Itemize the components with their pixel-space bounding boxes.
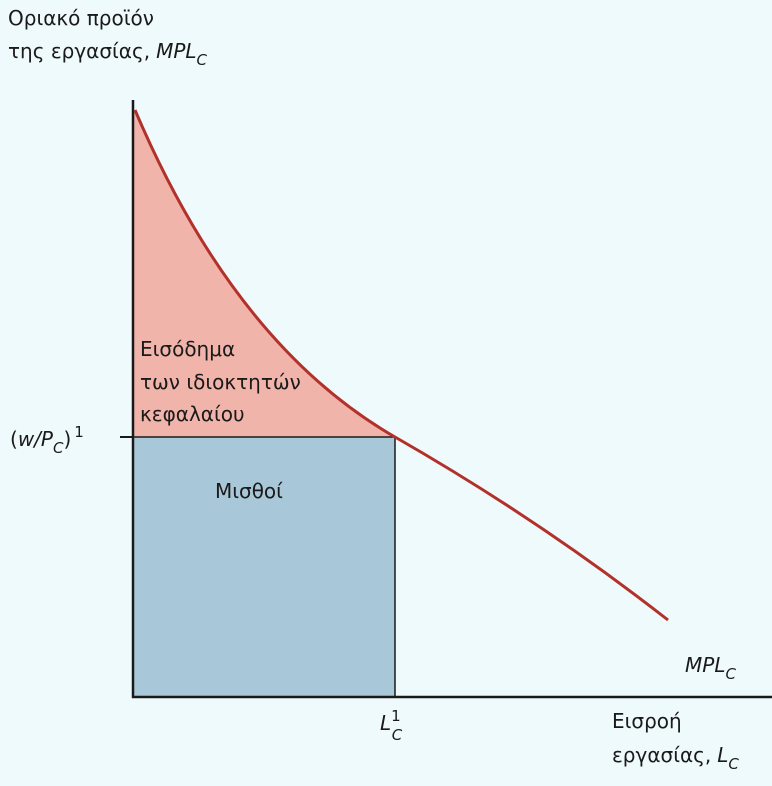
capital-income-area xyxy=(133,110,395,437)
curve-label: MPLC xyxy=(685,653,736,683)
y-axis-label: Οριακό προϊόν xyxy=(8,6,154,30)
region-label: κεφαλαίου xyxy=(140,402,245,426)
wages-area xyxy=(132,436,396,698)
region-label: Εισόδημα xyxy=(140,337,235,361)
y-tick-label: (w/PC) 1 xyxy=(10,423,84,457)
x-axis-label: εργασίας, LC xyxy=(612,743,739,773)
region-label: των ιδιοκτητών xyxy=(140,370,301,394)
mpl-curve xyxy=(133,109,669,622)
y-axis-label: της εργασίας, MPLC xyxy=(8,39,208,69)
x-axis-label: Εισροή xyxy=(612,709,682,733)
region-label: Μισθοί xyxy=(215,479,283,503)
x-tick-label: L1 C xyxy=(380,707,403,744)
